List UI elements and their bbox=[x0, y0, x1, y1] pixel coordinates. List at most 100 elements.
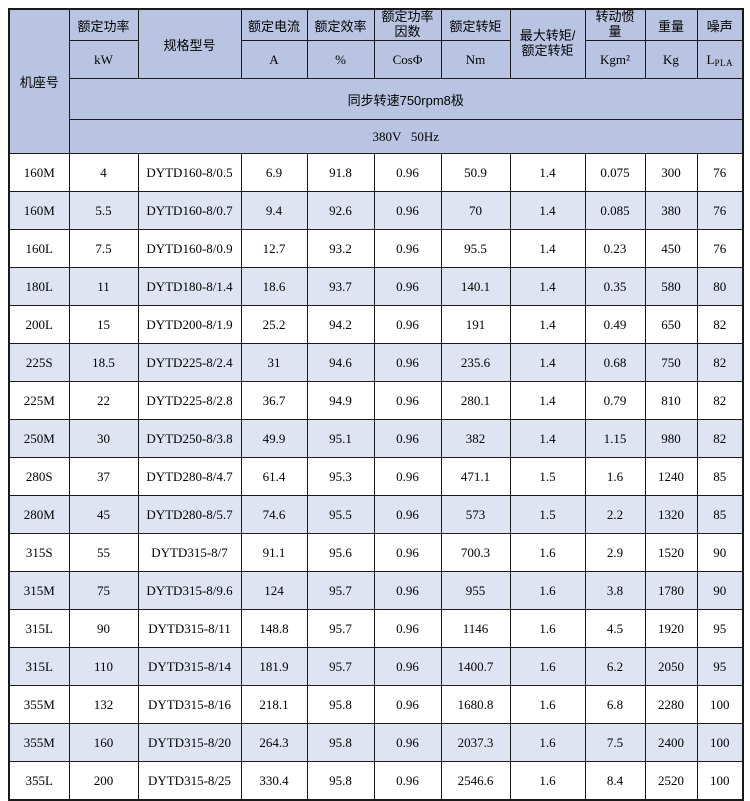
cell-max-torque-ratio: 1.4 bbox=[509, 267, 586, 306]
cell-max-torque-ratio: 1.4 bbox=[509, 419, 586, 458]
table-row: 355L 200 DYTD315-8/25 330.4 95.8 0.96 25… bbox=[8, 761, 744, 801]
cell-power-factor: 0.96 bbox=[373, 685, 442, 724]
cell-max-torque-ratio: 1.6 bbox=[509, 647, 586, 686]
header-row-units: kW A % CosΦ Nm Kgm² Kg LPLA bbox=[9, 40, 744, 79]
cell-max-torque-ratio: 1.4 bbox=[509, 381, 586, 420]
cell-weight: 2520 bbox=[644, 761, 698, 801]
cell-rated-torque: 382 bbox=[440, 419, 511, 458]
unit-percent: % bbox=[306, 40, 375, 79]
cell-max-torque-ratio: 1.6 bbox=[509, 571, 586, 610]
cell-rated-torque: 140.1 bbox=[440, 267, 511, 306]
table-row: 160M 5.5 DYTD160-8/0.7 9.4 92.6 0.96 70 … bbox=[8, 191, 744, 230]
cell-max-torque-ratio: 1.4 bbox=[509, 305, 586, 344]
cell-rated-current: 18.6 bbox=[240, 267, 308, 306]
header-rated-power: 额定功率 bbox=[68, 8, 139, 41]
cell-rated-torque: 471.1 bbox=[440, 457, 511, 496]
cell-rated-power: 18.5 bbox=[68, 343, 139, 382]
cell-rated-power: 15 bbox=[68, 305, 139, 344]
cell-model: DYTD225-8/2.4 bbox=[137, 343, 242, 382]
cell-frame-number: 315S bbox=[8, 533, 70, 572]
unit-kg: Kg bbox=[644, 40, 698, 79]
cell-power-factor: 0.96 bbox=[373, 229, 442, 268]
cell-model: DYTD315-8/11 bbox=[137, 609, 242, 648]
cell-weight: 810 bbox=[644, 381, 698, 420]
header-model: 规格型号 bbox=[137, 8, 242, 79]
header-frame-number: 机座号 bbox=[8, 8, 70, 154]
cell-rated-efficiency: 95.8 bbox=[306, 723, 375, 762]
table-row: 225S 18.5 DYTD225-8/2.4 31 94.6 0.96 235… bbox=[8, 343, 744, 382]
cell-noise: 95 bbox=[696, 609, 744, 648]
cell-model: DYTD160-8/0.9 bbox=[137, 229, 242, 268]
unit-kgm2: Kgm² bbox=[584, 40, 646, 79]
cell-frame-number: 280S bbox=[8, 457, 70, 496]
cell-rated-efficiency: 95.8 bbox=[306, 761, 375, 801]
cell-frame-number: 160L bbox=[8, 229, 70, 268]
cell-rated-efficiency: 93.7 bbox=[306, 267, 375, 306]
cell-power-factor: 0.96 bbox=[373, 495, 442, 534]
max-torque-line1: 最大转矩/ bbox=[519, 28, 576, 44]
cell-frame-number: 250M bbox=[8, 419, 70, 458]
cell-max-torque-ratio: 1.4 bbox=[509, 191, 586, 230]
unit-cosphi: CosΦ bbox=[373, 40, 442, 79]
cell-weight: 380 bbox=[644, 191, 698, 230]
cell-max-torque-ratio: 1.6 bbox=[509, 533, 586, 572]
table-row: 355M 160 DYTD315-8/20 264.3 95.8 0.96 20… bbox=[8, 723, 744, 762]
cell-rated-current: 12.7 bbox=[240, 229, 308, 268]
cell-rated-torque: 191 bbox=[440, 305, 511, 344]
table-row: 180L 11 DYTD180-8/1.4 18.6 93.7 0.96 140… bbox=[8, 267, 744, 306]
cell-rated-efficiency: 95.1 bbox=[306, 419, 375, 458]
inertia-line2: 量 bbox=[608, 24, 622, 39]
cell-rated-efficiency: 95.7 bbox=[306, 609, 375, 648]
header-power-factor: 额定功率 因数 bbox=[373, 8, 442, 41]
cell-inertia: 6.8 bbox=[584, 685, 646, 724]
cell-inertia: 2.2 bbox=[584, 495, 646, 534]
cell-rated-torque: 1400.7 bbox=[440, 647, 511, 686]
table-row: 315S 55 DYTD315-8/7 91.1 95.6 0.96 700.3… bbox=[8, 533, 744, 572]
cell-frame-number: 200L bbox=[8, 305, 70, 344]
cell-noise: 85 bbox=[696, 495, 744, 534]
cell-max-torque-ratio: 1.6 bbox=[509, 609, 586, 648]
cell-power-factor: 0.96 bbox=[373, 609, 442, 648]
cell-rated-current: 148.8 bbox=[240, 609, 308, 648]
cell-inertia: 0.35 bbox=[584, 267, 646, 306]
cell-noise: 100 bbox=[696, 761, 744, 801]
cell-inertia: 3.8 bbox=[584, 571, 646, 610]
cell-noise: 80 bbox=[696, 267, 744, 306]
cell-inertia: 6.2 bbox=[584, 647, 646, 686]
cell-noise: 85 bbox=[696, 457, 744, 496]
cell-inertia: 0.085 bbox=[584, 191, 646, 230]
cell-noise: 100 bbox=[696, 723, 744, 762]
header-rated-current: 额定电流 bbox=[240, 8, 308, 41]
cell-rated-efficiency: 94.9 bbox=[306, 381, 375, 420]
cell-rated-efficiency: 95.8 bbox=[306, 685, 375, 724]
cell-rated-torque: 95.5 bbox=[440, 229, 511, 268]
table-header: 机座号 额定功率 规格型号 额定电流 额定效率 额定功率 因数 额定转矩 最大转矩… bbox=[8, 8, 744, 154]
cell-rated-current: 124 bbox=[240, 571, 308, 610]
cell-weight: 1920 bbox=[644, 609, 698, 648]
cell-rated-current: 264.3 bbox=[240, 723, 308, 762]
cell-weight: 980 bbox=[644, 419, 698, 458]
cell-rated-efficiency: 95.5 bbox=[306, 495, 375, 534]
cell-noise: 90 bbox=[696, 571, 744, 610]
cell-rated-torque: 1680.8 bbox=[440, 685, 511, 724]
cell-frame-number: 355M bbox=[8, 723, 70, 762]
unit-ampere: A bbox=[240, 40, 308, 79]
cell-power-factor: 0.96 bbox=[373, 419, 442, 458]
cell-weight: 650 bbox=[644, 305, 698, 344]
cell-rated-power: 132 bbox=[68, 685, 139, 724]
cell-model: DYTD160-8/0.7 bbox=[137, 191, 242, 230]
table-row: 160M 4 DYTD160-8/0.5 6.9 91.8 0.96 50.9 … bbox=[8, 153, 744, 192]
cell-power-factor: 0.96 bbox=[373, 533, 442, 572]
cell-frame-number: 315L bbox=[8, 609, 70, 648]
cell-model: DYTD280-8/5.7 bbox=[137, 495, 242, 534]
banner-row-voltage: 380V 50Hz bbox=[9, 119, 744, 154]
cell-noise: 76 bbox=[696, 229, 744, 268]
unit-nm: Nm bbox=[440, 40, 511, 79]
cell-model: DYTD315-8/7 bbox=[137, 533, 242, 572]
cell-rated-efficiency: 94.6 bbox=[306, 343, 375, 382]
cell-model: DYTD280-8/4.7 bbox=[137, 457, 242, 496]
header-weight: 重量 bbox=[644, 8, 698, 41]
cell-rated-current: 31 bbox=[240, 343, 308, 382]
cell-frame-number: 355M bbox=[8, 685, 70, 724]
cell-frame-number: 225M bbox=[8, 381, 70, 420]
